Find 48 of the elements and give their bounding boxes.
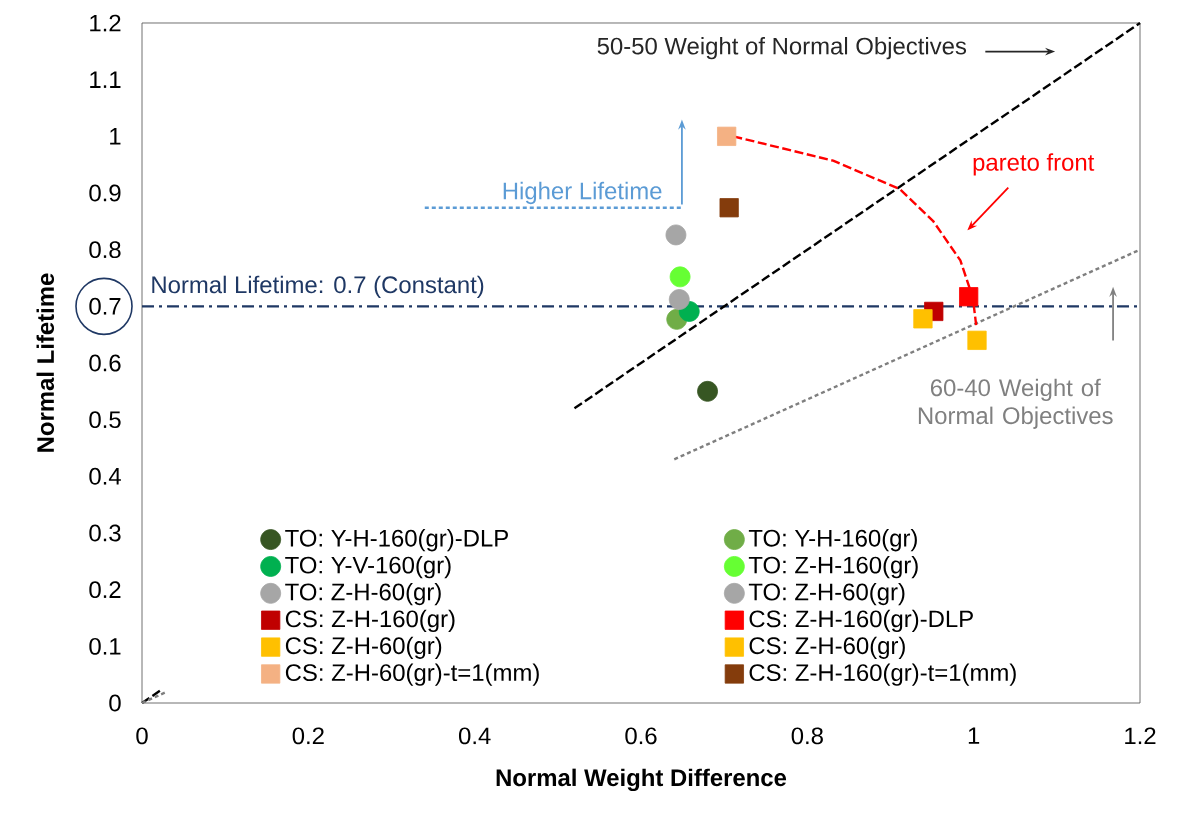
legend-label: TO: Y-H-160(gr)	[748, 529, 917, 552]
point	[959, 287, 979, 307]
legend-label: CS: Z-H-160(gr)-t=1(mm)	[749, 663, 1016, 686]
annotation: 60-40 Weight of Normal Objectives	[918, 378, 1113, 429]
legend-label: CS: Z-H-160(gr)	[285, 609, 455, 633]
legend-label: CS: Z-H-160(gr)-DLP	[749, 609, 973, 633]
legend-label: TO: Z-H-60(gr)	[285, 582, 441, 606]
y-tick-label: 0.8	[89, 241, 121, 259]
x-tick-label: 0.2	[292, 727, 324, 745]
y-tick-label: 1	[110, 128, 121, 145]
x-tick-label: 0.8	[791, 727, 823, 745]
ref-line-label: Normal Lifetime: 0.7 (Constant)	[152, 275, 484, 298]
y-tick-label: 1.2	[90, 14, 121, 32]
annotation: Higher Lifetime	[503, 181, 662, 205]
x-tick-label: 1	[968, 727, 980, 744]
y-tick-label: 0.6	[89, 354, 121, 372]
y-tick-label: 0.5	[89, 411, 121, 429]
legend-label: TO: Y-V-160(gr)	[285, 556, 451, 579]
legend-label: CS: Z-H-60(gr)-t=1(mm)	[285, 663, 539, 686]
y-tick-label: 0.7	[89, 297, 121, 315]
y-tick-label: 0.3	[89, 524, 121, 542]
y-axis-title: Normal Lifetime	[36, 273, 55, 452]
point	[719, 198, 739, 218]
y-tick-label: 0	[109, 694, 121, 712]
legend-label: TO: Z-H-60(gr)	[748, 582, 905, 606]
annotation: 50-50 Weight of Normal Objectives	[597, 37, 967, 60]
x-tick-label: 0	[136, 727, 148, 745]
x-tick-label: 1.2	[1125, 727, 1156, 745]
point	[665, 224, 687, 246]
point	[913, 309, 933, 329]
point	[668, 289, 690, 310]
y-tick-label: 0.9	[89, 184, 121, 202]
x-tick-label: 0.6	[625, 727, 657, 745]
x-axis-title: Normal Weight Difference	[496, 768, 787, 792]
legend-label: TO: Y-H-160(gr)-DLP	[285, 529, 508, 552]
y-tick-label: 0.1	[89, 637, 121, 655]
annotation: pareto front	[973, 153, 1095, 176]
legend-label: TO: Z-H-160(gr)	[748, 556, 918, 579]
point	[967, 330, 987, 350]
x-tick-label: 0.4	[458, 727, 491, 745]
y-tick-label: 0.4	[89, 467, 121, 485]
point	[717, 126, 737, 146]
legend-label: CS: Z-H-60(gr)	[285, 636, 442, 659]
point	[669, 266, 691, 288]
y-tick-label: 0.2	[89, 581, 121, 599]
y-tick-label: 1.1	[90, 71, 121, 88]
legend-label: CS: Z-H-60(gr)	[749, 636, 905, 659]
point	[697, 380, 718, 402]
